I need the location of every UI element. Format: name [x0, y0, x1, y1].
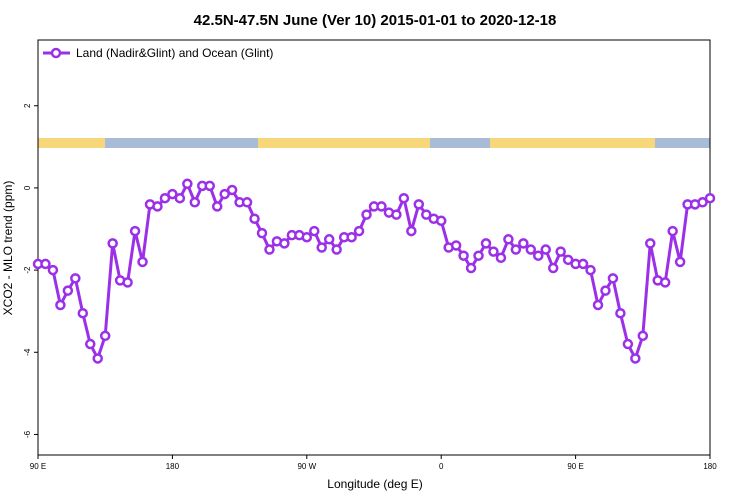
point — [249, 213, 260, 224]
point — [406, 225, 417, 237]
point — [450, 240, 462, 251]
point — [600, 285, 611, 296]
point — [256, 227, 268, 239]
point — [316, 242, 327, 253]
point — [99, 330, 111, 342]
point — [480, 238, 492, 249]
point — [309, 225, 320, 237]
point — [562, 254, 574, 266]
point — [331, 244, 342, 255]
y-tick-label: 2 — [23, 103, 32, 108]
plot-frame — [37, 39, 711, 456]
point — [488, 246, 499, 257]
point — [630, 353, 641, 364]
point — [622, 338, 634, 350]
point — [577, 258, 589, 270]
y-tick-label: 0 — [23, 185, 32, 190]
point — [226, 184, 238, 196]
point — [92, 353, 103, 364]
point — [189, 197, 201, 208]
y-tick-label: -6 — [23, 430, 32, 438]
legend: Land (Nadir&Glint) and Ocean (Glint) — [43, 46, 273, 60]
chart-title: 42.5N-47.5N June (Ver 10) 2015-01-01 to … — [194, 12, 557, 29]
point — [533, 250, 544, 261]
point — [398, 192, 410, 204]
point — [323, 234, 335, 245]
x-tick-label: 90 E — [567, 462, 583, 471]
point — [704, 192, 716, 204]
point — [585, 264, 596, 276]
point — [645, 238, 656, 249]
point — [458, 250, 469, 261]
point — [413, 199, 425, 210]
point — [346, 231, 357, 243]
point — [137, 256, 148, 268]
x-tick-label: 90 E — [30, 462, 46, 471]
point — [219, 188, 230, 200]
point — [525, 244, 537, 255]
point — [167, 188, 178, 200]
point — [62, 285, 74, 296]
x-tick-label: 180 — [166, 462, 180, 471]
point — [510, 244, 522, 255]
point — [518, 238, 529, 249]
land-ocean-strip — [38, 138, 710, 148]
point — [503, 234, 514, 245]
point — [122, 277, 133, 288]
point — [85, 338, 96, 350]
point — [152, 201, 163, 212]
point — [473, 250, 484, 261]
y-tick-label: -2 — [23, 266, 32, 274]
point — [40, 258, 51, 270]
point — [47, 264, 59, 276]
point — [55, 299, 66, 311]
y-tick-label: -4 — [23, 348, 32, 356]
x-axis-label: Longitude (deg E) — [327, 477, 422, 491]
point — [174, 192, 186, 204]
legend-marker — [50, 47, 62, 59]
point — [637, 330, 649, 342]
point — [540, 244, 551, 255]
point — [555, 246, 566, 257]
point — [182, 178, 193, 190]
point — [615, 307, 626, 319]
point — [107, 238, 118, 249]
point — [361, 209, 372, 220]
point — [659, 277, 671, 288]
point — [435, 215, 447, 227]
point — [697, 197, 708, 208]
point — [674, 256, 686, 268]
x-tick-label: 180 — [703, 462, 717, 471]
point — [495, 252, 507, 264]
point — [159, 192, 171, 204]
point — [607, 273, 619, 284]
point — [465, 262, 477, 274]
point — [264, 244, 275, 255]
point — [547, 262, 559, 274]
x-tick-label: 90 W — [297, 462, 316, 471]
point — [376, 201, 387, 212]
point — [70, 273, 81, 284]
point — [667, 225, 678, 237]
point — [592, 299, 604, 311]
point — [391, 209, 402, 220]
point — [301, 231, 313, 243]
point — [353, 225, 365, 237]
y-axis-label: XCO2 - MLO trend (ppm) — [1, 181, 15, 316]
point — [211, 201, 223, 212]
point — [241, 197, 253, 208]
x-tick-label: 0 — [439, 462, 444, 471]
point — [77, 307, 89, 319]
point — [204, 180, 215, 192]
point — [129, 225, 141, 237]
point — [421, 209, 432, 220]
point — [279, 238, 290, 249]
legend-label: Land (Nadir&Glint) and Ocean (Glint) — [76, 46, 273, 60]
